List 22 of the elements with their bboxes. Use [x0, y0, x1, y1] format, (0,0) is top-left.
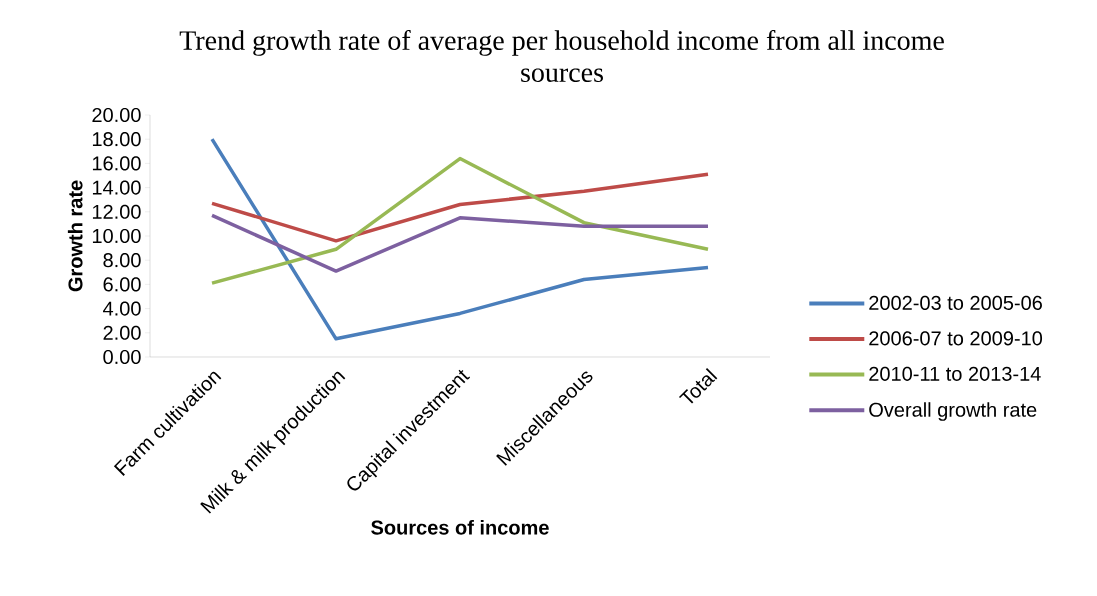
y-tick-label: 8.00 [103, 253, 141, 268]
y-tick-label: 4.00 [103, 301, 141, 316]
y-tick-label: 6.00 [103, 277, 141, 292]
line-series [210, 156, 710, 285]
y-tick-label: 2.00 [103, 325, 141, 340]
legend-label: Overall growth rate [869, 402, 1037, 421]
y-tick-label: 16.00 [92, 156, 141, 171]
y-tick-label: 12.00 [92, 204, 141, 219]
y-tick-label: 20.00 [92, 107, 141, 123]
chart-title: Trend growth rate of average per household income from all income sources [179, 30, 944, 82]
y-tick-label: 0.00 [103, 349, 141, 365]
y-tick-label: 18.00 [92, 132, 141, 147]
line-series [210, 172, 710, 243]
line-series [210, 213, 710, 273]
legend-label: 2006-07 to 2009-10 [869, 331, 1043, 346]
legend-label: 2002-03 to 2005-06 [869, 295, 1042, 310]
legend-label: 2010-11 to 2013-14 [869, 366, 1041, 381]
y-axis-title: Growth rate [67, 180, 83, 292]
x-axis-title: Sources of income [371, 519, 549, 535]
y-tick-label: 14.00 [92, 180, 141, 195]
y-tick-label: 10.00 [92, 228, 141, 244]
line-series [210, 137, 710, 341]
